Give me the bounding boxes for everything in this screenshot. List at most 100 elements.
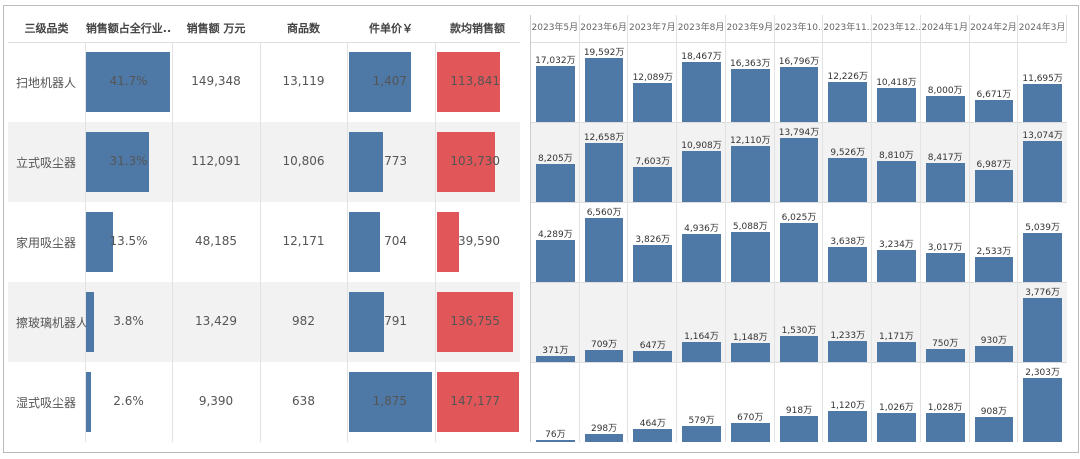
table-row: 湿式吸尘器 2.6% 9,390 638 1,875 147,177 (8, 362, 520, 442)
sales-value: 149,348 (191, 74, 241, 88)
column-divider (172, 362, 173, 442)
avg-value: 113,841 (450, 74, 500, 88)
sales-value: 112,091 (191, 154, 241, 168)
month-bar-label: 18,467万 (681, 51, 722, 62)
avg-bar (437, 372, 519, 432)
month-bar (1023, 83, 1062, 122)
month-bar-label: 1,026万 (879, 403, 914, 414)
month-bar-label: 298万 (590, 423, 618, 434)
column-divider (85, 282, 86, 362)
month-bar-label: 5,039万 (1025, 222, 1060, 233)
price-bar (349, 52, 412, 112)
month-header: 2023年6月 (580, 15, 629, 42)
price-value: 791 (384, 314, 407, 328)
month-bar-label: 4,289万 (537, 230, 573, 241)
month-bar-label: 16,796万 (778, 57, 820, 68)
month-bar-label: 3,826万 (635, 234, 671, 245)
month-bar (925, 349, 965, 362)
month-bar-label: 750万 (932, 339, 959, 350)
month-bar-label: 8,205万 (537, 153, 573, 164)
price-bar (349, 132, 384, 192)
price-bar (349, 372, 432, 432)
count-value: 12,171 (282, 234, 325, 248)
month-bar (828, 157, 868, 202)
month-bar-label: 1,028万 (927, 403, 963, 414)
column-divider (347, 42, 348, 122)
month-header: 2023年11... (823, 15, 873, 42)
month-bar-label: 17,032万 (535, 56, 576, 67)
month-bar-label: 12,226万 (827, 72, 868, 83)
month-bar-label: 11,695万 (1022, 73, 1063, 84)
share-value: 2.6% (113, 394, 144, 408)
month-bar (877, 250, 916, 282)
column-divider (435, 362, 436, 442)
sales-value: 9,390 (198, 394, 234, 408)
month-bar (1023, 298, 1062, 362)
column-divider (435, 122, 436, 202)
column-divider (919, 15, 921, 442)
column-divider (435, 42, 436, 122)
month-bar (536, 355, 575, 362)
avg-value: 39,590 (458, 234, 500, 248)
column-divider (172, 202, 173, 282)
table-row: 立式吸尘器 31.3% 112,091 10,806 773 103,730 (8, 122, 520, 202)
month-bar-label: 12,110万 (730, 135, 771, 146)
month-bar (730, 68, 770, 122)
month-bar-label: 670万 (737, 413, 764, 424)
month-bar-label: 19,592万 (583, 48, 625, 58)
month-bar-label: 10,418万 (876, 77, 917, 88)
month-bar (682, 61, 721, 122)
monthly-sales-chart: 2023年5月 2023年6月 2023年7月 2023年8月 2023年9月 2023年… (530, 15, 1067, 442)
count-value: 13,119 (282, 74, 325, 88)
month-header: 2023年12... (872, 15, 921, 42)
month-bar (974, 100, 1014, 122)
column-divider (260, 202, 261, 282)
month-header: 2023年10... (775, 15, 824, 42)
month-header: 2024年2月 (970, 15, 1019, 42)
month-bar (925, 162, 965, 202)
share-value: 3.8% (113, 314, 144, 328)
month-header: 2023年9月 (726, 15, 775, 42)
month-bar (925, 413, 965, 442)
month-bar (877, 161, 916, 202)
row-divider (531, 202, 1067, 203)
avg-bar (437, 292, 514, 352)
header-share: 销售额占全行业.. (85, 22, 172, 35)
column-divider (435, 282, 436, 362)
month-bar-label: 13,074万 (1022, 131, 1063, 142)
month-bar (584, 58, 624, 122)
month-bar (536, 163, 575, 202)
month-bar (974, 257, 1014, 282)
column-divider (724, 15, 726, 442)
month-bar-label: 579万 (688, 415, 715, 426)
month-bar (974, 169, 1014, 202)
month-bar-label: 7,603万 (635, 156, 671, 167)
month-bar (633, 429, 673, 442)
header-category: 三级品类 (24, 22, 69, 35)
price-bar (349, 212, 381, 272)
month-bar-label: 6,560万 (586, 208, 622, 218)
month-bar (682, 342, 721, 362)
month-bar-label: 1,233万 (830, 331, 866, 342)
month-bar-label: 16,363万 (730, 58, 771, 69)
month-bar-label: 1,120万 (830, 400, 866, 411)
table-row: 扫地机器人 41.7% 149,348 13,119 1,407 113,841 (8, 42, 520, 122)
month-bar-label: 13,794万 (778, 128, 820, 138)
month-bar (779, 138, 819, 202)
month-bar-label: 3,776万 (1025, 288, 1060, 298)
column-divider (347, 282, 348, 362)
column-divider (627, 15, 629, 442)
row-divider (531, 362, 1067, 363)
month-bar (779, 223, 819, 282)
column-divider (260, 122, 261, 202)
month-bar (633, 82, 673, 122)
month-bar (1023, 141, 1062, 202)
column-divider (968, 15, 970, 442)
avg-bar (437, 212, 460, 272)
column-divider (260, 362, 261, 442)
table-row: 擦玻璃机器人 3.8% 13,429 982 791 136,755 (8, 282, 520, 362)
month-bar (828, 246, 868, 282)
column-divider (260, 42, 261, 122)
row-divider (531, 122, 1067, 123)
share-value: 31.3% (109, 154, 148, 168)
